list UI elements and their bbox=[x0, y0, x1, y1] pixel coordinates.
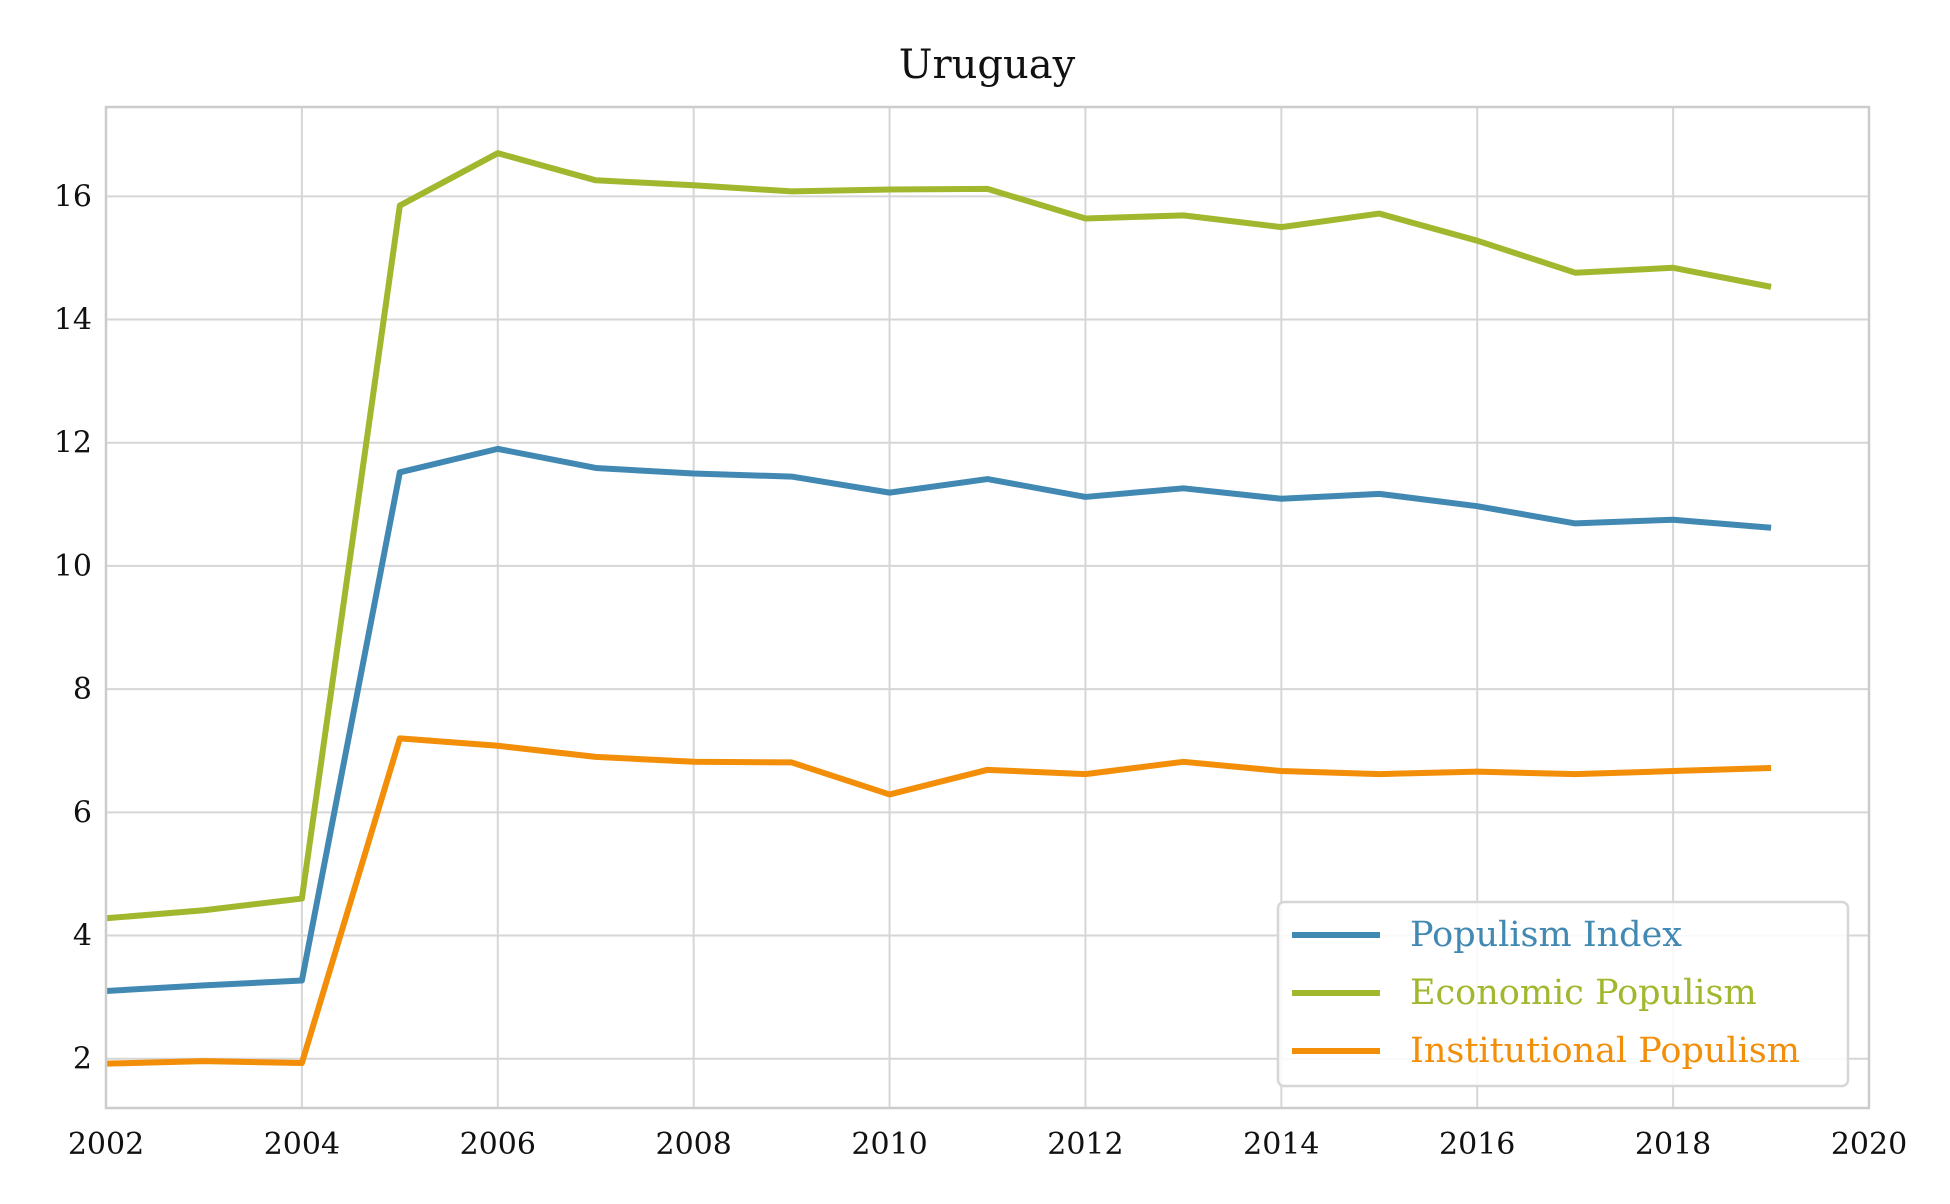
y-tick-label: 12 bbox=[54, 426, 92, 461]
x-tick-label: 2012 bbox=[1047, 1127, 1123, 1162]
x-tick-label: 2002 bbox=[68, 1127, 144, 1162]
y-tick-label: 6 bbox=[73, 795, 92, 830]
x-tick-label: 2010 bbox=[851, 1127, 927, 1162]
grid bbox=[105, 107, 1870, 1108]
x-tick-label: 2004 bbox=[264, 1127, 340, 1162]
legend-label: Populism Index bbox=[1410, 915, 1682, 955]
series-lines bbox=[105, 150, 1772, 1067]
x-tick-label: 2018 bbox=[1635, 1127, 1711, 1162]
legend-label: Economic Populism bbox=[1410, 973, 1757, 1013]
x-tick-label: 2014 bbox=[1243, 1127, 1319, 1162]
series-line-0 bbox=[105, 445, 1772, 994]
legend-label: Institutional Populism bbox=[1410, 1031, 1800, 1071]
x-tick-label: 2016 bbox=[1439, 1127, 1515, 1162]
series-line-1 bbox=[105, 150, 1772, 922]
y-tick-label: 8 bbox=[73, 672, 92, 707]
y-tick-label: 2 bbox=[73, 1042, 92, 1077]
x-axis: 2002 2004 2006 2008 2010 2012 2014 2016 2018 2020 bbox=[68, 1127, 1907, 1162]
x-tick-label: 2020 bbox=[1831, 1127, 1907, 1162]
chart-title: Uruguay bbox=[899, 42, 1076, 88]
y-axis: 2 4 6 8 10 12 14 16 bbox=[54, 179, 92, 1076]
series-line-2 bbox=[105, 735, 1772, 1067]
plot-frame bbox=[104, 105, 1871, 1110]
x-tick-label: 2006 bbox=[460, 1127, 536, 1162]
y-tick-label: 16 bbox=[54, 179, 92, 214]
y-tick-label: 4 bbox=[73, 919, 92, 954]
y-tick-label: 10 bbox=[54, 549, 92, 584]
legend-box bbox=[1276, 900, 1850, 1088]
x-tick-label: 2008 bbox=[655, 1127, 731, 1162]
y-tick-label: 14 bbox=[54, 303, 92, 338]
legend: Populism Index Economic Populism Instituti… bbox=[1276, 900, 1850, 1088]
